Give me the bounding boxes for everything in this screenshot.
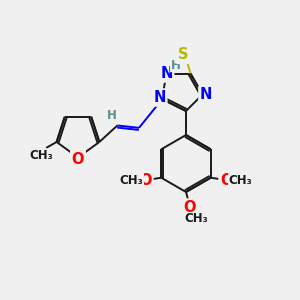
Text: CH₃: CH₃ xyxy=(30,149,53,162)
Text: N: N xyxy=(160,66,173,81)
Text: CH₃: CH₃ xyxy=(120,174,143,187)
Text: H: H xyxy=(171,58,180,72)
Text: N: N xyxy=(200,87,212,102)
Text: S: S xyxy=(178,47,188,62)
Text: O: O xyxy=(220,172,233,188)
Text: O: O xyxy=(140,172,152,188)
Text: CH₃: CH₃ xyxy=(229,174,252,187)
Text: CH₃: CH₃ xyxy=(184,212,208,226)
Text: H: H xyxy=(106,110,116,122)
Text: N: N xyxy=(153,90,166,105)
Text: O: O xyxy=(72,152,84,166)
Text: O: O xyxy=(183,200,196,215)
